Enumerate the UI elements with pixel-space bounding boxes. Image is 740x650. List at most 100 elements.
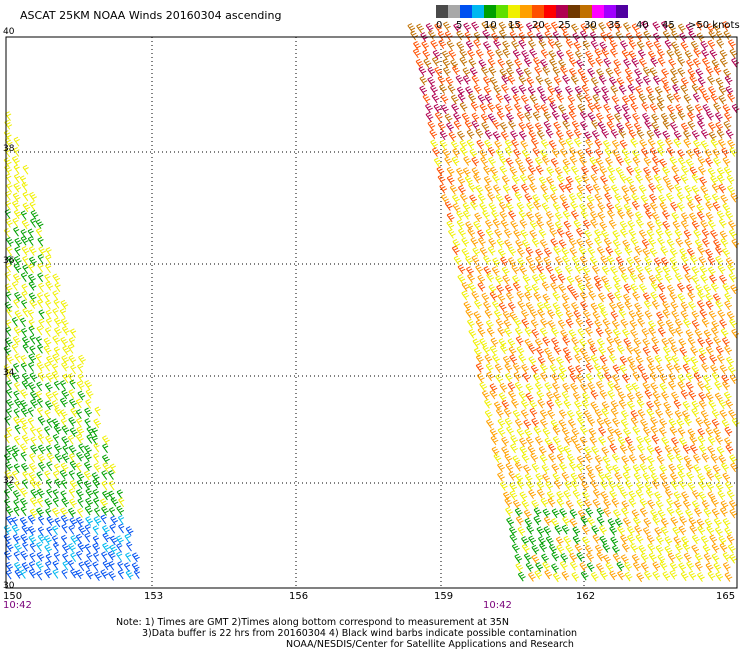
wind-barb (633, 346, 642, 357)
wind-barb (695, 417, 704, 427)
wind-barb (722, 156, 731, 167)
wind-barb (590, 302, 599, 313)
wind-barb (513, 371, 522, 382)
wind-barb (688, 390, 697, 401)
wind-barb (729, 508, 738, 519)
wind-barb (550, 419, 559, 430)
wind-barb (673, 536, 682, 546)
wind-barb (484, 139, 493, 150)
wind-barb (659, 373, 668, 384)
wind-barb (598, 346, 607, 356)
wind-barb (440, 104, 449, 115)
wind-barb (637, 272, 646, 283)
wind-barb (36, 541, 43, 552)
wind-barb (20, 550, 29, 561)
wind-barb (497, 58, 506, 69)
wind-barb (525, 301, 534, 312)
wind-barb (630, 410, 639, 420)
wind-barb (517, 247, 525, 258)
wind-barb (630, 138, 639, 148)
wind-barb (725, 399, 734, 410)
wind-barb (561, 390, 570, 401)
wind-barb (484, 129, 493, 140)
wind-barb (595, 148, 603, 159)
wind-barb (20, 462, 29, 473)
wind-barb (728, 272, 737, 283)
wind-barb (22, 164, 29, 175)
wind-barb (94, 507, 101, 517)
wind-barb (479, 381, 488, 392)
wind-barb (21, 434, 30, 445)
wind-barb (723, 30, 732, 40)
wind-barb (724, 292, 733, 303)
legend-swatch (568, 5, 580, 18)
wind-barb (710, 326, 719, 337)
wind-barb (687, 291, 696, 301)
wind-barb (530, 452, 539, 463)
wind-barb (623, 22, 631, 32)
wind-barb (675, 237, 684, 248)
wind-barb (524, 517, 533, 528)
wind-barb (502, 48, 511, 59)
wind-barb (445, 76, 454, 87)
wind-barb (61, 497, 70, 508)
wind-barb (676, 201, 685, 212)
wind-barb (506, 291, 514, 302)
wind-barb (725, 85, 734, 96)
wind-barb (594, 454, 603, 465)
wind-barb (561, 201, 570, 212)
wind-barb (584, 545, 593, 555)
wind-barb (559, 560, 568, 571)
wind-barb (75, 409, 83, 419)
wind-barb (29, 426, 37, 437)
wind-barb (608, 76, 617, 87)
wind-barb (666, 48, 675, 59)
wind-barb (580, 22, 589, 33)
wind-barb (45, 400, 53, 411)
wind-barb (420, 32, 429, 42)
wind-barb (27, 407, 34, 417)
wind-barb (677, 470, 686, 481)
wind-barb (577, 103, 586, 114)
wind-barb (116, 551, 123, 562)
wind-barb (713, 427, 721, 438)
wind-barb (716, 167, 725, 177)
wind-barb (699, 176, 708, 187)
wind-barb (679, 32, 688, 43)
wind-barb (498, 201, 507, 212)
wind-barb (587, 102, 596, 113)
wind-barb (447, 84, 456, 94)
wind-barb (556, 497, 565, 508)
wind-barb (43, 535, 52, 545)
wind-barb (84, 532, 91, 543)
wind-barb (562, 382, 571, 393)
wind-barb (707, 39, 716, 50)
wind-barb (623, 517, 631, 527)
wind-barb (576, 92, 585, 103)
wind-barb (502, 40, 511, 51)
wind-barb (484, 93, 493, 104)
wind-barb (471, 156, 480, 167)
wind-barb (93, 453, 100, 463)
wind-barb (563, 399, 572, 410)
wind-barb (11, 155, 20, 166)
wind-barb (497, 293, 506, 304)
wind-barb (453, 120, 462, 130)
wind-barb (531, 462, 540, 473)
wind-barb (498, 392, 507, 403)
wind-barb (69, 479, 78, 490)
wind-barb (54, 517, 61, 528)
wind-barb (52, 568, 59, 579)
wind-barb (587, 516, 595, 527)
wind-barb (521, 149, 530, 159)
wind-barb (37, 371, 46, 382)
wind-barb (696, 203, 705, 214)
wind-barb (508, 526, 517, 537)
wind-barb (672, 445, 681, 456)
wind-barb (470, 101, 479, 112)
wind-barb (512, 499, 521, 510)
wind-barb (516, 201, 525, 212)
wind-barb (626, 344, 635, 355)
wind-barb (21, 299, 28, 310)
wind-barb (519, 491, 528, 502)
